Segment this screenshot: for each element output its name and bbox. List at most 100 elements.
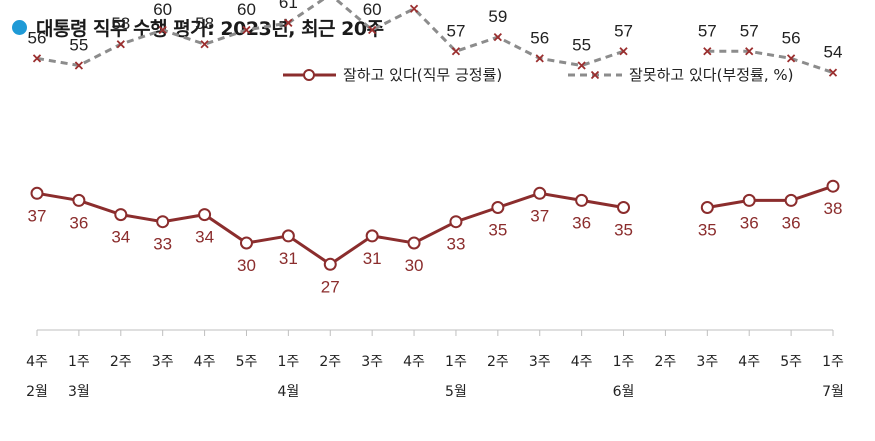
x-tick-label: 1주 <box>445 354 467 370</box>
negative-value-label: 58 <box>111 14 130 33</box>
positive-value-label: 37 <box>28 206 47 225</box>
positive-value-label: 35 <box>698 221 717 240</box>
x-tick-label: 3주 <box>696 354 718 370</box>
legend-negative-marker <box>590 70 600 80</box>
legend-negative-label: 잘못하고 있다(부정률, %) <box>629 66 793 84</box>
positive-value-label: 37 <box>530 206 549 225</box>
positive-point <box>617 201 631 214</box>
negative-point <box>828 68 838 77</box>
positive-point <box>491 201 505 214</box>
positive-value-label: 31 <box>363 249 382 268</box>
x-tick-label: 3주 <box>361 354 383 370</box>
positive-point <box>198 208 212 222</box>
negative-point <box>242 25 251 35</box>
x-tick-label: 3주 <box>529 354 551 370</box>
negative-point <box>158 25 167 35</box>
x-tick-label: 1주 <box>822 354 844 370</box>
negative-value-label: 60 <box>363 0 382 19</box>
negative-point <box>200 40 209 49</box>
x-tick-label: 2주 <box>487 354 509 370</box>
negative-point <box>493 32 502 42</box>
negative-value-label: 56 <box>782 28 801 47</box>
negative-value-label: 60 <box>153 0 172 19</box>
x-tick-label: 4주 <box>194 354 216 370</box>
positive-value-label: 33 <box>153 235 172 254</box>
positive-value-label: 31 <box>279 249 298 268</box>
x-tick-label: 2주 <box>110 354 132 370</box>
x-tick-label: 4주 <box>26 354 48 370</box>
negative-point <box>368 25 377 35</box>
positive-value-label: 36 <box>69 213 88 232</box>
x-tick-label: 2주 <box>319 354 341 370</box>
positive-point <box>784 193 798 207</box>
negative-value-label: 58 <box>195 14 214 33</box>
positive-value-label: 27 <box>321 277 340 296</box>
chart-title-text: 대통령 직무 수행 평가: 2023년, 최근 20주 <box>36 18 384 40</box>
positive-point <box>281 229 295 243</box>
positive-point <box>156 215 170 229</box>
negative-point <box>577 61 586 70</box>
negative-value-label: 59 <box>488 7 507 26</box>
month-label: 4월 <box>277 384 299 400</box>
negative-value-label: 57 <box>614 21 633 40</box>
negative-value-label: 55 <box>572 36 591 55</box>
positive-point <box>239 236 253 250</box>
positive-point <box>72 193 86 207</box>
negative-point <box>451 47 461 56</box>
positive-value-label: 30 <box>405 256 424 275</box>
month-label: 3월 <box>68 384 90 400</box>
positive-value-label: 34 <box>111 228 130 247</box>
negative-value-label: 61 <box>279 0 298 12</box>
positive-value-label: 36 <box>782 213 801 232</box>
positive-point <box>700 201 714 214</box>
negative-point <box>745 47 754 56</box>
negative-point <box>284 18 293 28</box>
positive-value-label: 30 <box>237 256 256 275</box>
legend-positive-marker <box>303 69 315 81</box>
negative-point <box>74 61 84 70</box>
month-label: 5월 <box>445 384 467 400</box>
x-tick-label: 4주 <box>738 354 760 370</box>
positive-point <box>449 215 463 229</box>
negative-value-label: 54 <box>824 43 843 62</box>
positive-value-label: 36 <box>572 213 591 232</box>
title-bullet-icon <box>12 20 27 35</box>
x-tick-label: 3주 <box>152 354 174 370</box>
x-tick-label: 4주 <box>571 354 593 370</box>
negative-value-label: 57 <box>698 21 717 40</box>
negative-point <box>32 54 42 63</box>
positive-point <box>575 193 589 207</box>
negative-point <box>619 47 628 56</box>
positive-point <box>323 257 337 271</box>
positive-point <box>407 236 421 250</box>
negative-point <box>703 47 712 56</box>
positive-point <box>742 193 756 207</box>
positive-point <box>114 208 128 222</box>
positive-value-label: 33 <box>446 235 465 254</box>
month-label: 2월 <box>26 384 48 400</box>
negative-value-label: 56 <box>530 28 549 47</box>
negative-value-label: 60 <box>237 0 256 19</box>
x-tick-label: 1주 <box>277 354 299 370</box>
x-tick-label: 5주 <box>236 354 258 370</box>
positive-point <box>30 186 44 200</box>
positive-value-label: 35 <box>488 221 507 240</box>
x-tick-label: 2주 <box>655 354 677 370</box>
negative-value-label: 57 <box>740 21 759 40</box>
negative-point <box>409 4 419 13</box>
x-tick-label: 5주 <box>780 354 802 370</box>
negative-value-label: 57 <box>446 21 465 40</box>
negative-series-line <box>707 49 834 75</box>
x-tick-label: 1주 <box>68 354 90 370</box>
negative-value-label: 55 <box>69 36 88 55</box>
positive-value-label: 35 <box>614 221 633 240</box>
negative-point <box>535 54 544 63</box>
positive-point <box>826 179 840 193</box>
positive-series-line <box>707 184 834 209</box>
month-label: 7월 <box>822 384 844 400</box>
negative-point <box>786 54 796 63</box>
x-tick-label: 4주 <box>403 354 425 370</box>
chart-title: 대통령 직무 수행 평가: 2023년, 최근 20주 <box>12 14 384 41</box>
negative-point <box>116 40 125 49</box>
